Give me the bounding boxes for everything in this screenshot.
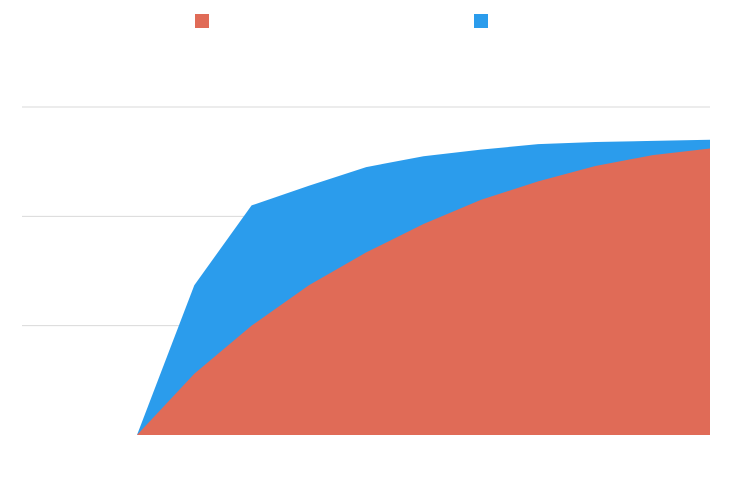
series-areas <box>137 139 710 436</box>
legend-swatch-1 <box>195 14 209 28</box>
legend-swatch-2 <box>474 14 488 28</box>
legend <box>195 14 488 28</box>
series-area-1 <box>137 148 710 435</box>
